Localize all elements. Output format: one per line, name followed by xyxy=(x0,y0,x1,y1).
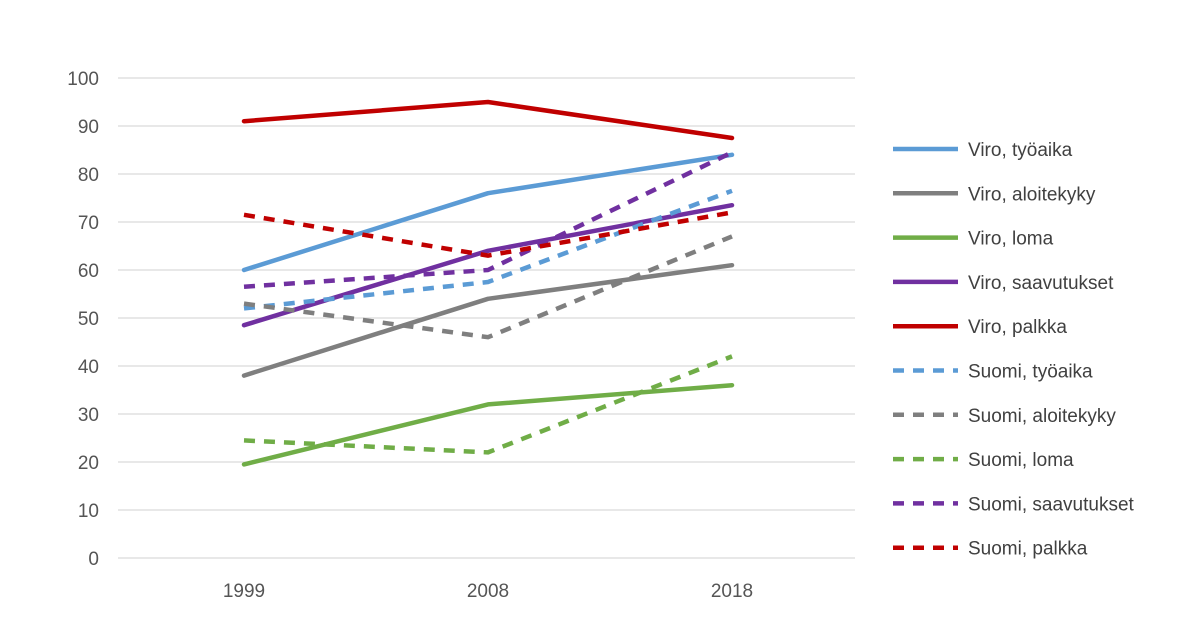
y-tick-label: 0 xyxy=(88,549,99,570)
legend-label: Viro, loma xyxy=(968,229,1054,250)
legend-item: Suomi, palkka xyxy=(893,539,1088,560)
series-line-1 xyxy=(241,152,735,273)
y-tick-label: 100 xyxy=(67,69,99,90)
legend-label: Suomi, aloitekyky xyxy=(968,406,1116,427)
y-tick-label: 80 xyxy=(78,165,99,186)
legend-label: Suomi, työaika xyxy=(968,362,1093,383)
series-line-7 xyxy=(243,234,733,340)
legend-item: Viro, työaika xyxy=(893,140,1073,161)
legend-item: Viro, saavutukset xyxy=(893,273,1114,294)
y-tick-label: 10 xyxy=(78,501,99,522)
series-lines xyxy=(241,99,735,467)
legend: Viro, työaika Viro, aloitekyky Viro, loma V… xyxy=(893,140,1135,560)
series-line-2 xyxy=(241,262,735,378)
legend-item: Suomi, työaika xyxy=(893,362,1093,383)
x-axis-tick-labels: 1999 2008 2018 xyxy=(223,581,753,602)
x-tick-label: 2018 xyxy=(711,581,753,602)
legend-label: Viro, työaika xyxy=(968,140,1073,161)
legend-label: Suomi, loma xyxy=(968,450,1074,471)
legend-label: Suomi, palkka xyxy=(968,539,1088,560)
series-line-8 xyxy=(243,354,733,455)
gridlines xyxy=(118,77,855,559)
series-line-10 xyxy=(243,210,733,258)
y-tick-label: 90 xyxy=(78,117,99,138)
x-tick-label: 1999 xyxy=(223,581,265,602)
x-tick-label: 2008 xyxy=(467,581,509,602)
legend-item: Viro, palkka xyxy=(893,317,1067,338)
y-tick-label: 30 xyxy=(78,405,99,426)
legend-label: Viro, palkka xyxy=(968,317,1067,338)
y-tick-label: 70 xyxy=(78,213,99,234)
legend-item: Suomi, saavutukset xyxy=(893,494,1135,515)
legend-label: Suomi, saavutukset xyxy=(968,494,1135,515)
legend-item: Viro, loma xyxy=(893,229,1054,250)
legend-item: Suomi, aloitekyky xyxy=(893,406,1116,427)
series-line-9 xyxy=(243,150,733,290)
legend-item: Viro, aloitekyky xyxy=(893,184,1096,205)
legend-item: Suomi, loma xyxy=(893,450,1074,471)
y-tick-label: 20 xyxy=(78,453,99,474)
series-line-6 xyxy=(243,188,733,311)
series-line-5 xyxy=(241,99,735,141)
y-tick-label: 50 xyxy=(78,309,99,330)
legend-label: Viro, saavutukset xyxy=(968,273,1114,294)
y-tick-label: 60 xyxy=(78,261,99,282)
y-axis-tick-labels: 0 10 20 30 40 50 60 70 80 90 100 xyxy=(67,69,99,570)
y-tick-label: 40 xyxy=(78,357,99,378)
legend-label: Viro, aloitekyky xyxy=(968,184,1096,205)
